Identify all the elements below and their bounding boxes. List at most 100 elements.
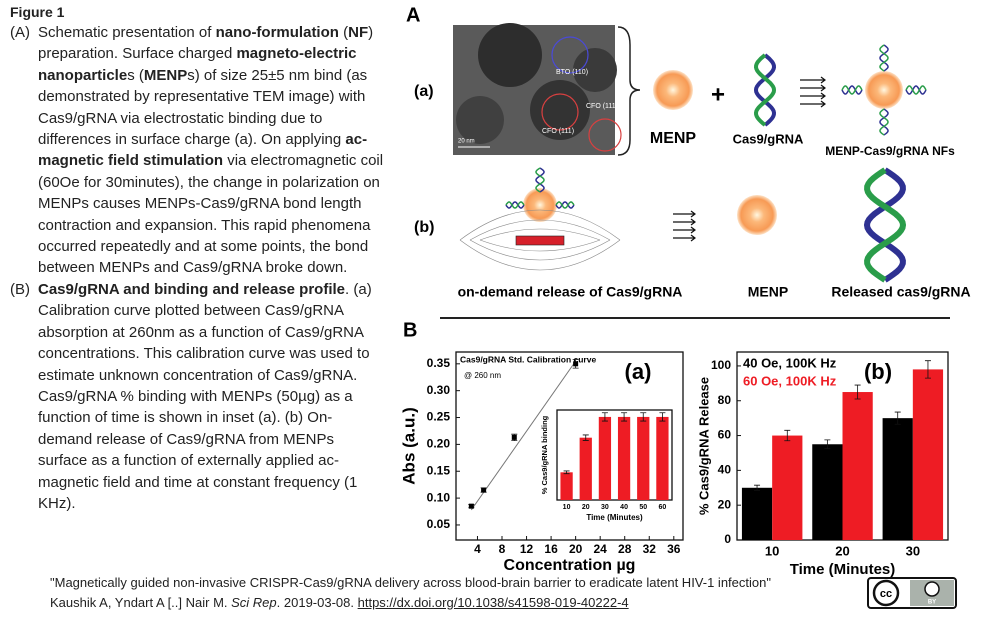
y-tick-label: 0.25: [427, 410, 451, 424]
label: Released cas9/gRNA: [831, 284, 970, 300]
arrow: [673, 210, 696, 218]
error-bar: [659, 412, 666, 422]
text-run: Cas9/gRNA and binding and release profil…: [38, 280, 346, 298]
x-tick-label: 8: [499, 542, 506, 556]
x-axis-label: Time (Minutes): [586, 513, 643, 522]
text-run: s (: [127, 66, 144, 84]
label: on-demand release of Cas9/gRNA: [458, 284, 683, 300]
dna-strand: [753, 53, 777, 127]
menp-particle: [737, 195, 777, 235]
text-run: magneto-electric nanoparticle: [38, 45, 357, 84]
bar: [656, 416, 669, 500]
error-bar: [640, 412, 647, 422]
tem-label: BTO (110): [556, 69, 588, 76]
x-tick-label: 30: [601, 504, 609, 511]
text-run: (: [338, 24, 349, 41]
license-text: BY: [928, 600, 936, 606]
nf-particle: [865, 71, 903, 109]
chart-title: Cas9/gRNA Std. Calibration curve: [460, 354, 596, 364]
y-tick-label: 100: [711, 358, 731, 372]
legend-entry: 40 Oe, 100K Hz: [743, 355, 837, 370]
license-text: cc: [880, 588, 892, 600]
text-run: Schematic presentation of: [38, 24, 216, 41]
y-axis-label: Abs (a.u.): [399, 407, 418, 484]
text-run: via electromagnetic coil (60Oe for 30min…: [38, 152, 384, 277]
dna-strand: [555, 201, 575, 209]
error-bar: [621, 412, 628, 422]
y-tick-label: 60: [718, 428, 732, 442]
license-badge: cc BY: [867, 577, 957, 609]
error-bar: [824, 439, 831, 450]
citation-source: Kaushik A, Yndart A [..] Nair M. Sci Rep…: [50, 593, 771, 613]
caption-label: (B): [10, 280, 30, 298]
dna-helix: [753, 53, 777, 127]
text-run: nano-formulation: [215, 24, 339, 41]
dna-strand: [905, 85, 927, 95]
y-tick-label: 0.20: [427, 437, 451, 451]
y-tick-label: 0.05: [427, 517, 451, 531]
coil: [459, 209, 621, 271]
bar: [842, 392, 873, 540]
arrow: [673, 218, 696, 226]
error-bar: [563, 470, 570, 475]
error-bar: [894, 411, 901, 425]
y-tick-label: 40: [718, 463, 732, 477]
arrow: [800, 92, 826, 100]
dna-strand: [535, 167, 545, 193]
point: [481, 487, 487, 493]
dna-strand: [879, 108, 889, 136]
link: https://dx.doi.org/10.1038/s41598-019-40…: [357, 595, 629, 610]
bar: [637, 416, 650, 500]
dna-helix: [905, 85, 927, 95]
text-run: . 2019-03-08.: [276, 595, 358, 610]
point: [511, 434, 517, 440]
x-tick-label: 10: [563, 504, 571, 511]
caption-item: (A) Schematic presentation of nano-formul…: [10, 22, 386, 279]
panel-label: B: [403, 319, 417, 341]
x-tick-label: 50: [639, 504, 647, 511]
chart-subtitle: @ 260 nm: [464, 371, 501, 380]
citation: "Magnetically guided non-invasive CRISPR…: [50, 573, 771, 613]
row-label: (b): [414, 219, 434, 236]
legend-entry: 60 Oe, 100K Hz: [743, 373, 837, 388]
y-tick-label: 0.30: [427, 383, 451, 397]
arrow: [800, 76, 826, 84]
dna-strand: [535, 167, 545, 193]
bar: [617, 416, 631, 500]
error-bar: [924, 360, 931, 379]
text-run: Kaushik A, Yndart A [..] Nair M.: [50, 595, 232, 610]
dna-strand: [555, 201, 575, 209]
tem-label: CFO (111): [542, 128, 574, 135]
label: MENP-Cas9/gRNA NFs: [825, 144, 955, 158]
row-label: (a): [414, 83, 434, 100]
x-tick-label: 28: [618, 542, 632, 556]
plot-frame: [455, 351, 684, 541]
arrow: [800, 100, 826, 108]
brace: [617, 26, 641, 156]
error-bar: [601, 412, 608, 422]
error-bar: [784, 429, 791, 442]
bar: [882, 418, 913, 540]
caption-item: (B) Cas9/gRNA and binding and release pro…: [10, 279, 386, 514]
plot-frame: [556, 409, 673, 501]
bar: [560, 472, 573, 500]
inset-bg: [557, 410, 672, 500]
text-run: NF: [348, 24, 369, 41]
x-tick-label: 40: [620, 504, 628, 511]
point: [468, 503, 474, 509]
text-run: . (a) Calibration curve plotted between …: [38, 280, 372, 512]
bar: [772, 435, 803, 540]
caption-label: (A): [10, 24, 30, 41]
menp-particle: [653, 70, 693, 110]
citation-title: "Magnetically guided non-invasive CRISPR…: [50, 575, 771, 590]
tem-image: BTO (110) CFO (111) CFO (111) 20 nm: [453, 23, 622, 155]
x-tick-label: 16: [544, 542, 558, 556]
dna-strand: [505, 201, 525, 209]
figure-label: Figure 1: [10, 4, 65, 20]
x-tick-label: 36: [667, 542, 681, 556]
dna-strand: [863, 167, 906, 283]
arrow: [673, 226, 696, 234]
x-tick-label: 12: [520, 542, 534, 556]
error-bar: [754, 484, 761, 491]
